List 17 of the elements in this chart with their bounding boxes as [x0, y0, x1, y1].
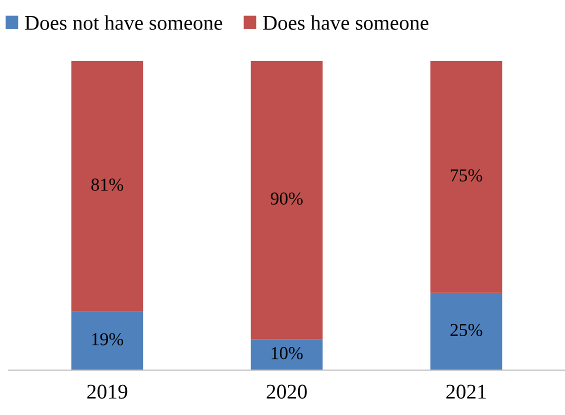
data-label: 19% [92, 333, 124, 346]
x-tick-label: 2019 [87, 384, 128, 399]
data-label: 81% [91, 178, 124, 191]
bar [250, 61, 323, 340]
bar [430, 61, 502, 293]
bar [430, 292, 502, 370]
legend-label: Does not have someone [25, 15, 222, 30]
data-label: 10% [272, 347, 303, 360]
data-label: 75% [450, 169, 482, 182]
x-tick-label: 2021 [446, 384, 486, 399]
bar [71, 311, 144, 370]
bar [250, 339, 323, 370]
x-tick-label: 2020 [266, 384, 307, 399]
bar [71, 61, 144, 312]
legend-label: Does have someone [263, 15, 428, 30]
data-label: 25% [450, 324, 482, 336]
data-label: 90% [270, 192, 303, 205]
